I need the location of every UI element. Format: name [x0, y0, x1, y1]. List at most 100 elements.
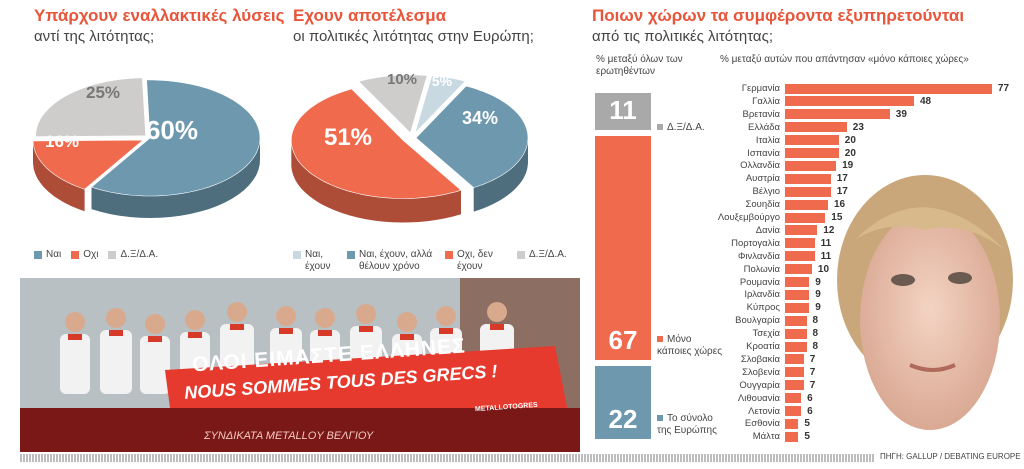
country-value: 6 [807, 405, 813, 417]
chart3-right-header: % μεταξύ αυτών που απάντησαν «μόνο κάποι… [720, 54, 969, 65]
country-bar [785, 173, 831, 184]
chart1-subtitle: αντί της λιτότητας; [34, 28, 155, 45]
legend-label-yes-time: Ναι, έχουν, αλλά θέλουν χρόνο [359, 249, 433, 272]
chart3-subtitle: από τις πολιτικές λιτότητας; [592, 28, 773, 45]
chart3-left-header: % μεταξύ όλων των ερωτηθέντων [596, 54, 683, 77]
country-value: 7 [809, 379, 816, 391]
country-value: 20 [844, 147, 856, 159]
country-label: Σλοβακία [740, 353, 780, 365]
chart1-legend-dk: Δ.Ξ/Δ.Α. [108, 249, 158, 261]
country-bar [785, 186, 831, 197]
footer-stripe [20, 454, 875, 462]
country-label: Ελλάδα [748, 121, 780, 133]
pie2-slice-no [291, 88, 462, 199]
legend-swatch-dk [517, 251, 525, 259]
stack-segment-dk: 11 [595, 93, 651, 130]
country-bar [785, 302, 810, 313]
country-value: 77 [997, 83, 1010, 94]
chart2-title: Εχουν αποτέλεσμα [293, 6, 447, 25]
chart2-label-yes-time: 34% [462, 108, 498, 128]
stack-segment-dk-value: 11 [609, 95, 637, 125]
country-value: 9 [815, 289, 821, 301]
country-label: Γαλλία [752, 95, 780, 107]
country-bar [785, 289, 810, 300]
country-bar [785, 418, 799, 429]
stack-segment-europe: 22 [595, 366, 651, 439]
country-value: 17 [836, 186, 848, 198]
country-bar [785, 122, 847, 133]
country-label: Δανία [755, 224, 780, 236]
country-label: Φινλανδία [737, 250, 780, 262]
chart2-label-dk: 10% [387, 71, 417, 88]
chart2-legend-no: Οχι, δεν έχουν [445, 249, 507, 273]
chart2-legend-yes: Ναι, έχουν [293, 249, 337, 273]
country-value: 12 [823, 224, 835, 236]
legend-label-dk: Δ.Ξ/Δ.Α. [120, 249, 159, 260]
country-bar [785, 393, 802, 404]
pie2-slice-yes-time [415, 85, 529, 188]
pie1-slice-yes [90, 79, 261, 197]
pie1-slice-no [32, 139, 144, 190]
country-label: Αυστρία [745, 173, 780, 185]
country-bar [785, 212, 826, 223]
chart2-pie: 34% 51% 10% 5% [291, 71, 529, 223]
country-value: 7 [809, 353, 816, 365]
protest-photo-illustration [20, 278, 580, 452]
country-bar [785, 367, 804, 378]
country-bar [785, 83, 992, 94]
legend-label-no: Οχι [83, 249, 99, 260]
country-bar [785, 315, 807, 326]
legend-swatch-yes [34, 251, 42, 259]
chart1-title: Υπάρχουν εναλλακτικές λύσεις [34, 6, 285, 25]
country-label: Κύπρος [746, 302, 780, 314]
country-bar [785, 199, 828, 210]
pie2-slice-yes-time-side [473, 138, 528, 212]
country-label: Βουλγαρία [735, 315, 780, 327]
stack-segment-europe-value: 22 [608, 404, 638, 434]
chart1-legend-no: Οχι [71, 249, 98, 261]
legend-label-yes: Ναι, έχουν [305, 249, 331, 272]
country-label: Ουγγαρία [739, 379, 780, 391]
chart1-pie: 60% 16% 25% [32, 77, 261, 218]
stack-segment-some-label: Μόνο κάποιες χώρες [657, 334, 723, 357]
country-label: Ιταλία [755, 134, 780, 146]
country-label: Λιθουανία [737, 392, 780, 404]
legend-swatch-no [71, 251, 80, 259]
country-label: Βρετανία [742, 108, 780, 120]
chart1-legend-yes: Ναι [34, 249, 61, 261]
country-bar [785, 251, 815, 262]
stack-segment-europe-swatch [657, 415, 663, 421]
legend-swatch-no [445, 251, 453, 259]
chart2-label-no: 51% [324, 124, 372, 151]
chart2-subtitle: οι πολιτικές λιτότητας στην Ευρώπη; [293, 28, 534, 45]
chart2-legend: Ναι, έχουν Ναι, έχουν, αλλά θέλουν χρόνο… [293, 249, 567, 273]
chart3-stacked-bar: 11 Δ.Ξ/Δ.Α. 67 Μόνο κάποιες χώρες 22 Το σύνολ… [595, 93, 722, 439]
country-value: 20 [844, 134, 856, 146]
chart2-legend-yes-time: Ναι, έχουν, αλλά θέλουν χρόνο [347, 249, 435, 273]
country-value: 15 [831, 212, 843, 223]
country-label: Πολωνία [743, 263, 780, 275]
country-label: Ολλανδία [740, 160, 780, 172]
chart2-label-yes: 5% [432, 73, 453, 89]
country-value: 16 [834, 199, 846, 211]
country-label: Λουξεμβούργο [717, 212, 780, 223]
country-value: 8 [812, 315, 819, 327]
country-value: 11 [820, 237, 832, 249]
country-bar [785, 431, 799, 442]
pie1-slice-dk [35, 77, 147, 138]
protest-photo: ΟΛΟΙ ΕΙΜΑΣΤΕ ΕΛΛΗΝΕΣ NOUS SOMMES TOUS DE… [20, 278, 580, 452]
country-value: 9 [815, 276, 821, 288]
country-label: Ισπανία [747, 147, 780, 159]
legend-swatch-yes [293, 251, 301, 259]
chart1-label-dk: 25% [86, 83, 120, 102]
country-value: 5 [804, 431, 810, 443]
country-value: 23 [852, 121, 864, 133]
country-label: Βέλγιο [752, 186, 780, 198]
country-value: 48 [920, 95, 932, 107]
stack-segment-europe-label: Το σύνολο της Ευρώπης [657, 413, 717, 436]
country-label: Σουηδία [745, 199, 780, 211]
stack-segment-some-swatch [657, 336, 663, 342]
country-value: 17 [836, 173, 848, 185]
portrait-photo [837, 175, 1013, 430]
stack-segment-dk-swatch [657, 124, 663, 130]
